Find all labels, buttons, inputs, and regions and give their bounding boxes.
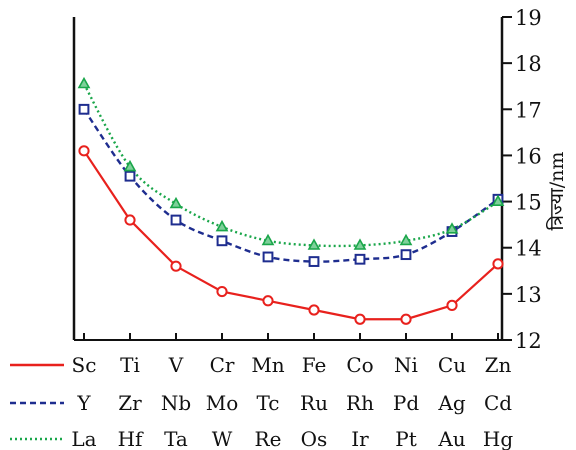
data-point-3d bbox=[400, 313, 412, 325]
data-point-5d bbox=[353, 238, 367, 250]
element-label: Hg bbox=[483, 427, 513, 450]
element-label: Cd bbox=[484, 391, 512, 415]
y-tick-label: 17 bbox=[515, 98, 542, 122]
element-label: Ir bbox=[351, 427, 369, 450]
y-tick-label: 14 bbox=[515, 237, 542, 261]
data-point-4d bbox=[124, 170, 136, 182]
element-label: Tc bbox=[257, 391, 280, 415]
element-label: Re bbox=[255, 427, 282, 450]
element-label: Co bbox=[346, 353, 373, 377]
element-label: V bbox=[168, 353, 184, 377]
element-label: Y bbox=[76, 391, 91, 415]
data-point-3d bbox=[354, 313, 366, 325]
data-point-3d bbox=[78, 145, 90, 157]
element-label: Os bbox=[301, 427, 328, 450]
element-label: Cr bbox=[210, 353, 235, 377]
data-point-4d bbox=[308, 256, 320, 267]
element-label: Zr bbox=[118, 391, 142, 415]
data-point-5d bbox=[215, 219, 229, 232]
element-label: Sc bbox=[72, 353, 97, 377]
element-label: W bbox=[212, 427, 233, 450]
data-point-3d bbox=[216, 285, 228, 298]
element-label: Ag bbox=[437, 391, 465, 415]
data-point-4d bbox=[354, 253, 366, 265]
element-label: Pt bbox=[395, 427, 417, 450]
y-axis-label: त्रिज्या/nm bbox=[545, 152, 568, 231]
y-tick-label: 16 bbox=[515, 144, 542, 168]
y-tick-label: 13 bbox=[515, 283, 542, 307]
y-tick-label: 18 bbox=[515, 52, 542, 76]
data-point-3d bbox=[492, 258, 504, 270]
data-point-3d bbox=[170, 260, 182, 272]
data-point-3d bbox=[124, 214, 136, 226]
data-point-4d bbox=[216, 235, 228, 247]
element-label: Rh bbox=[346, 391, 374, 415]
element-label: Ni bbox=[394, 353, 418, 377]
data-point-5d bbox=[491, 194, 505, 206]
data-point-3d bbox=[446, 299, 458, 311]
element-label: Hf bbox=[118, 427, 144, 450]
data-point-5d bbox=[399, 233, 413, 246]
y-tick-label: 15 bbox=[515, 191, 542, 215]
data-point-4d bbox=[400, 249, 412, 261]
data-point-5d bbox=[307, 238, 321, 250]
element-label: Fe bbox=[302, 353, 327, 377]
data-point-4d bbox=[78, 103, 90, 115]
data-point-5d bbox=[169, 196, 183, 209]
legend: Sc Ti V Cr Mn Fe Co Ni Cu Zn Y Zr Nb Mo Tc Ru Rh Pd Ag Cd La… bbox=[10, 353, 513, 450]
series-curves bbox=[82, 83, 499, 321]
y-tick-label: 19 bbox=[515, 6, 542, 30]
element-label: Nb bbox=[161, 391, 191, 415]
axes: 12 13 14 15 16 17 18 19 bbox=[72, 6, 542, 353]
element-label: Au bbox=[437, 427, 465, 450]
series-line-4d bbox=[83, 108, 499, 263]
element-label: Mn bbox=[251, 353, 284, 377]
data-point-3d bbox=[262, 295, 274, 307]
data-point-5d bbox=[261, 233, 275, 246]
element-label: Ti bbox=[120, 353, 140, 377]
element-label: Zn bbox=[485, 353, 512, 377]
y-tick-label: 12 bbox=[515, 329, 542, 353]
element-label: Ta bbox=[164, 427, 188, 450]
element-label: Ru bbox=[300, 391, 328, 415]
data-point-5d bbox=[77, 76, 91, 89]
element-label: Mo bbox=[206, 391, 239, 415]
element-label: Cu bbox=[438, 353, 466, 377]
element-label: La bbox=[71, 427, 96, 450]
element-label: Pd bbox=[393, 391, 419, 415]
series-markers bbox=[77, 76, 505, 325]
data-point-5d bbox=[445, 222, 459, 234]
data-point-4d bbox=[262, 251, 274, 263]
series-line-3d bbox=[83, 150, 499, 321]
series-line-5d bbox=[82, 83, 499, 248]
data-point-3d bbox=[308, 304, 320, 316]
data-point-4d bbox=[170, 214, 182, 226]
data-point-5d bbox=[123, 159, 137, 172]
